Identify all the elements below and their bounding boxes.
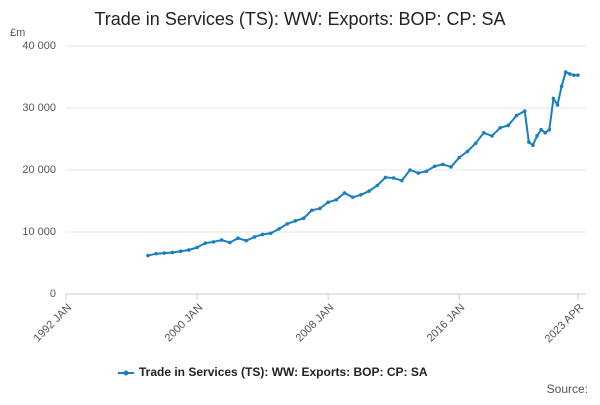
data-point <box>506 123 511 128</box>
data-point <box>219 238 224 242</box>
x-tick-label: 2023 APR <box>543 302 587 346</box>
data-point <box>473 141 478 146</box>
data-point <box>490 134 494 138</box>
data-point <box>260 232 265 237</box>
data-point <box>408 168 412 172</box>
data-point <box>195 245 199 250</box>
data-point <box>228 240 232 245</box>
data-point <box>527 140 531 144</box>
data-point <box>285 222 289 226</box>
data-point <box>277 227 281 231</box>
data-point <box>432 164 437 169</box>
data-point <box>563 70 568 74</box>
data-point <box>391 176 396 180</box>
legend: Trade in Services (TS): WW: Exports: BOP… <box>139 365 428 379</box>
data-point <box>531 143 535 147</box>
chart-title: Trade in Services (TS): WW: Exports: BOP… <box>94 9 505 29</box>
data-point <box>269 231 273 236</box>
data-point <box>514 113 519 118</box>
data-point <box>203 241 208 245</box>
legend-swatch <box>123 370 129 376</box>
data-point <box>359 193 363 197</box>
data-point <box>383 175 388 180</box>
data-point <box>236 236 240 240</box>
y-tick-label: 30 000 <box>22 102 56 114</box>
data-point <box>547 127 552 132</box>
data-point <box>326 200 330 205</box>
data-point <box>162 251 167 255</box>
data-point <box>465 149 470 154</box>
data-point <box>367 189 371 193</box>
x-tick-label: 1992 JAN <box>32 302 75 345</box>
y-axis-label: £m <box>10 27 25 39</box>
data-point <box>400 178 404 183</box>
data-point <box>301 216 306 221</box>
data-point <box>350 195 355 200</box>
data-point <box>244 238 249 243</box>
y-tick-label: 40 000 <box>22 40 56 52</box>
y-tick-label: 20 000 <box>22 164 56 176</box>
data-point <box>568 72 572 76</box>
data-point <box>449 165 453 169</box>
data-point <box>211 240 216 244</box>
data-point <box>187 248 191 252</box>
data-point <box>457 155 462 160</box>
data-point <box>535 134 539 138</box>
data-point <box>576 73 580 77</box>
series-line <box>147 70 578 257</box>
data-point <box>559 84 564 89</box>
data-point <box>375 183 380 188</box>
data-point <box>498 126 502 130</box>
data-point <box>252 235 257 239</box>
data-point <box>170 250 175 255</box>
data-point <box>178 249 183 254</box>
source: Source: <box>547 382 588 396</box>
data-point <box>309 208 314 213</box>
x-tick-label: 2000 JAN <box>163 302 206 345</box>
data-point <box>146 253 150 258</box>
data-point <box>441 162 445 167</box>
data-point <box>555 103 560 107</box>
data-point <box>539 127 543 132</box>
data-point <box>154 251 158 256</box>
x-tick-label: 2008 JAN <box>294 302 337 345</box>
data-point <box>293 219 298 223</box>
data-point <box>334 197 339 202</box>
y-tick-label: 0 <box>50 288 56 300</box>
x-tick-label: 2016 JAN <box>425 302 468 345</box>
data-point <box>522 109 527 113</box>
data-point <box>318 206 322 211</box>
y-tick-label: 10 000 <box>22 226 56 238</box>
data-point <box>551 96 556 101</box>
data-point <box>543 131 548 135</box>
data-point <box>424 169 429 174</box>
data-point <box>416 171 421 175</box>
data-point <box>572 73 576 77</box>
data-point <box>481 131 486 135</box>
data-point <box>342 191 347 195</box>
